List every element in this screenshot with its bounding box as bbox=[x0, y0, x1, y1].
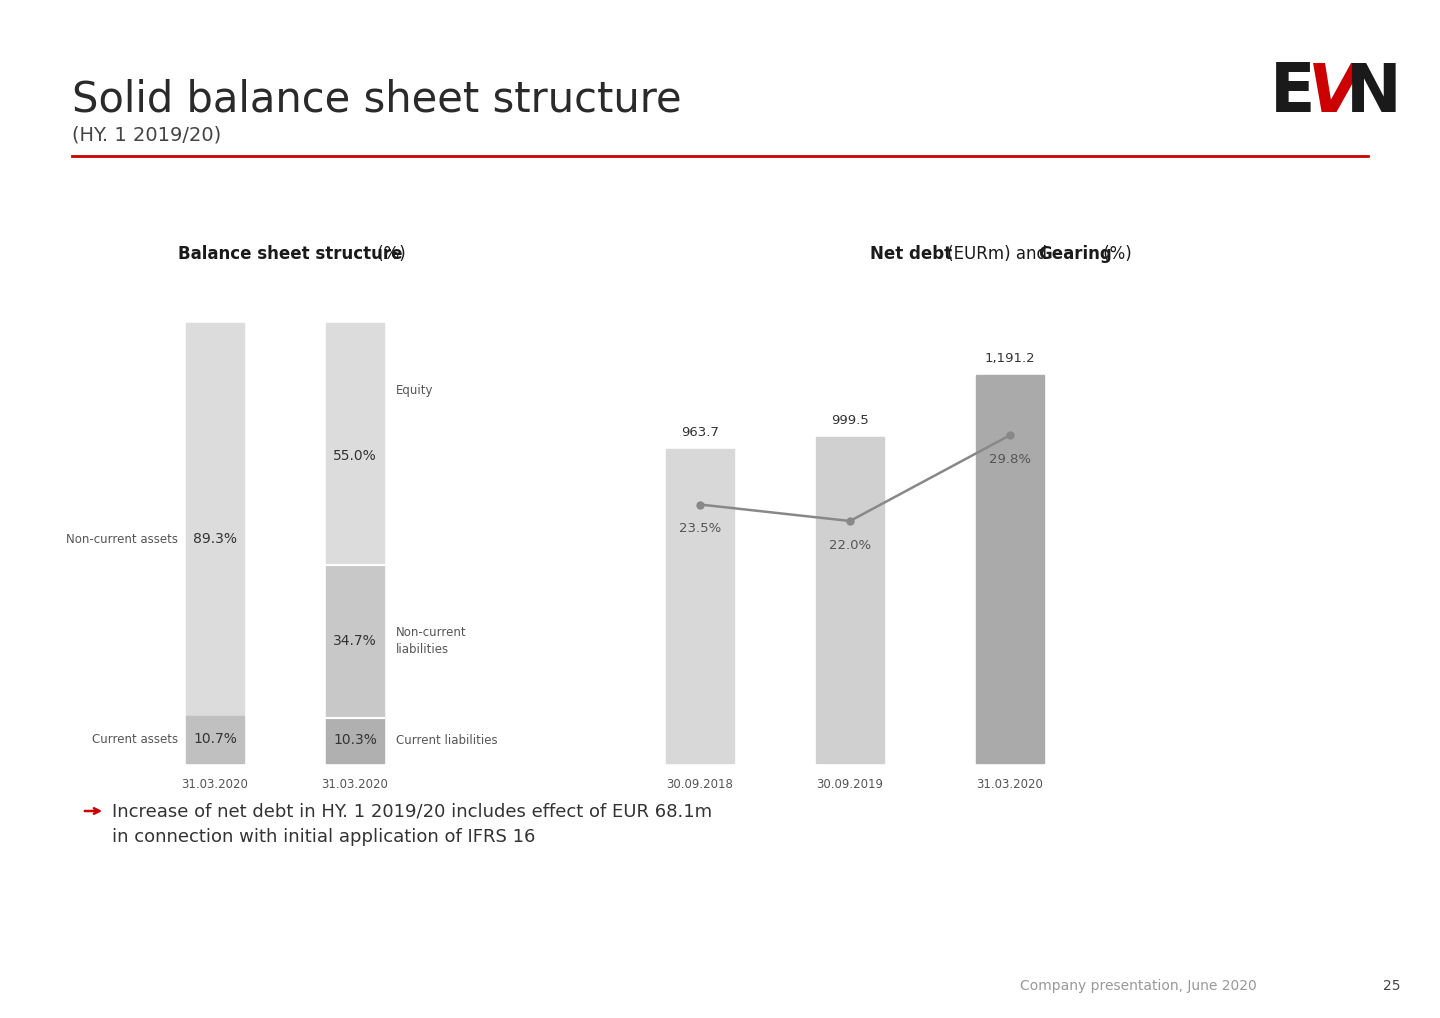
Text: (EURm) and: (EURm) and bbox=[942, 245, 1053, 263]
Text: 34.7%: 34.7% bbox=[333, 634, 377, 648]
Text: 31.03.2020: 31.03.2020 bbox=[181, 778, 249, 791]
Text: Equity: Equity bbox=[396, 384, 433, 397]
Text: 31.03.2020: 31.03.2020 bbox=[321, 778, 389, 791]
Bar bbox=[186, 323, 243, 716]
Text: Non-current
liabilities: Non-current liabilities bbox=[396, 626, 467, 657]
Text: 30.09.2018: 30.09.2018 bbox=[667, 778, 733, 791]
Text: (%): (%) bbox=[372, 245, 406, 263]
Text: Solid balance sheet structure: Solid balance sheet structure bbox=[72, 78, 681, 120]
Text: 963.7: 963.7 bbox=[681, 426, 719, 439]
Text: 30.09.2019: 30.09.2019 bbox=[816, 778, 884, 791]
Text: Net debt: Net debt bbox=[870, 245, 952, 263]
Bar bbox=[976, 375, 1044, 764]
Text: (%): (%) bbox=[1099, 245, 1132, 263]
Bar bbox=[665, 449, 734, 764]
Text: V: V bbox=[1308, 60, 1359, 126]
Text: 23.5%: 23.5% bbox=[678, 522, 721, 535]
Text: Company presentation, June 2020: Company presentation, June 2020 bbox=[1020, 979, 1257, 993]
Text: 10.3%: 10.3% bbox=[333, 733, 377, 747]
Text: in connection with initial application of IFRS 16: in connection with initial application o… bbox=[112, 828, 536, 846]
Text: E: E bbox=[1270, 60, 1316, 126]
Bar bbox=[325, 323, 384, 565]
Text: 31.03.2020: 31.03.2020 bbox=[976, 778, 1044, 791]
Text: 10.7%: 10.7% bbox=[193, 733, 238, 746]
Text: Gearing: Gearing bbox=[1038, 245, 1112, 263]
Bar bbox=[325, 718, 384, 764]
Text: 55.0%: 55.0% bbox=[333, 449, 377, 463]
Text: 25: 25 bbox=[1382, 979, 1400, 993]
Text: 22.0%: 22.0% bbox=[829, 539, 871, 552]
Text: Balance sheet structure: Balance sheet structure bbox=[177, 245, 402, 263]
Text: 1,191.2: 1,191.2 bbox=[985, 352, 1035, 364]
Text: Current liabilities: Current liabilities bbox=[396, 734, 498, 747]
Text: Increase of net debt in HY. 1 2019/20 includes effect of EUR 68.1m: Increase of net debt in HY. 1 2019/20 in… bbox=[112, 802, 713, 821]
Text: 89.3%: 89.3% bbox=[193, 532, 238, 546]
Bar bbox=[325, 565, 384, 718]
Bar bbox=[186, 716, 243, 764]
Text: Non-current assets: Non-current assets bbox=[66, 532, 179, 546]
Text: Current assets: Current assets bbox=[92, 733, 179, 746]
Bar bbox=[816, 438, 884, 764]
Text: N: N bbox=[1346, 60, 1401, 126]
Text: 999.5: 999.5 bbox=[831, 414, 868, 428]
Text: 29.8%: 29.8% bbox=[989, 453, 1031, 466]
Text: (HY. 1 2019/20): (HY. 1 2019/20) bbox=[72, 125, 222, 144]
